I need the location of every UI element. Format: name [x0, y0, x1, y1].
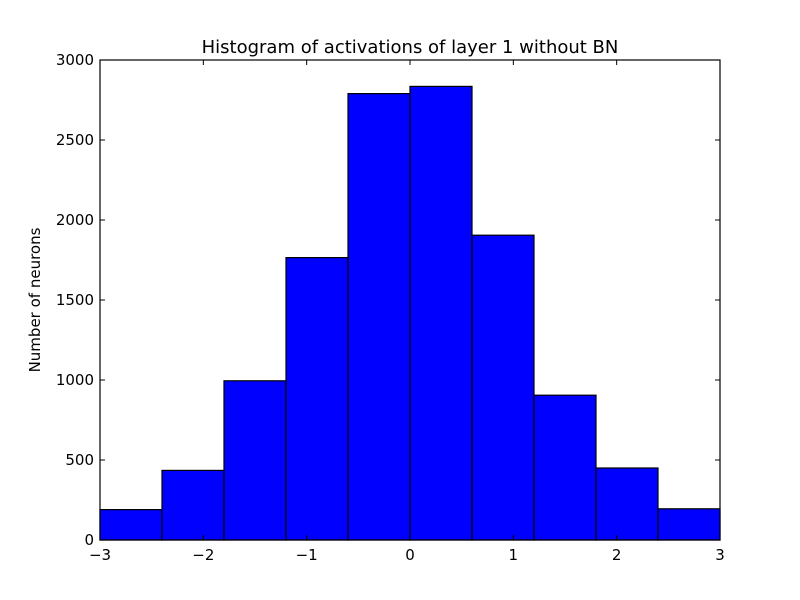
histogram-bar: [347, 92, 411, 541]
x-tick-label: −3: [89, 546, 111, 564]
x-tick-label: 2: [612, 546, 622, 564]
x-tick-label: 3: [715, 546, 725, 564]
y-tick-label: 500: [65, 451, 94, 469]
y-tick-label: 2000: [56, 211, 94, 229]
y-tick-label: 2500: [56, 131, 94, 149]
histogram-bar: [161, 469, 225, 541]
histogram-bar: [285, 257, 349, 541]
ticks-group: [99, 59, 721, 541]
histogram-bar: [657, 508, 721, 541]
y-tick-label: 3000: [56, 51, 94, 69]
y-tick-label: 1500: [56, 291, 94, 309]
x-tick-label: −2: [192, 546, 214, 564]
x-tick-label: −1: [296, 546, 318, 564]
tick-labels-group: −3 −2 −1 0 1 2 3 0 500 1000 1500 2000 2500 3000: [56, 51, 725, 564]
histogram-bar: [595, 467, 659, 541]
chart-title: Histogram of activations of layer 1 with…: [202, 37, 619, 58]
histogram-bar: [99, 509, 163, 541]
y-tick-label: 1000: [56, 371, 94, 389]
x-tick-label: 1: [509, 546, 519, 564]
histogram-bar: [223, 380, 287, 541]
histogram-bar: [409, 85, 473, 541]
histogram-bar: [471, 234, 535, 541]
bars-group: [99, 85, 721, 541]
y-tick-label: 0: [84, 531, 94, 549]
x-tick-label: 0: [405, 546, 415, 564]
y-axis-label: Number of neurons: [26, 227, 44, 372]
histogram-bar: [533, 394, 597, 541]
